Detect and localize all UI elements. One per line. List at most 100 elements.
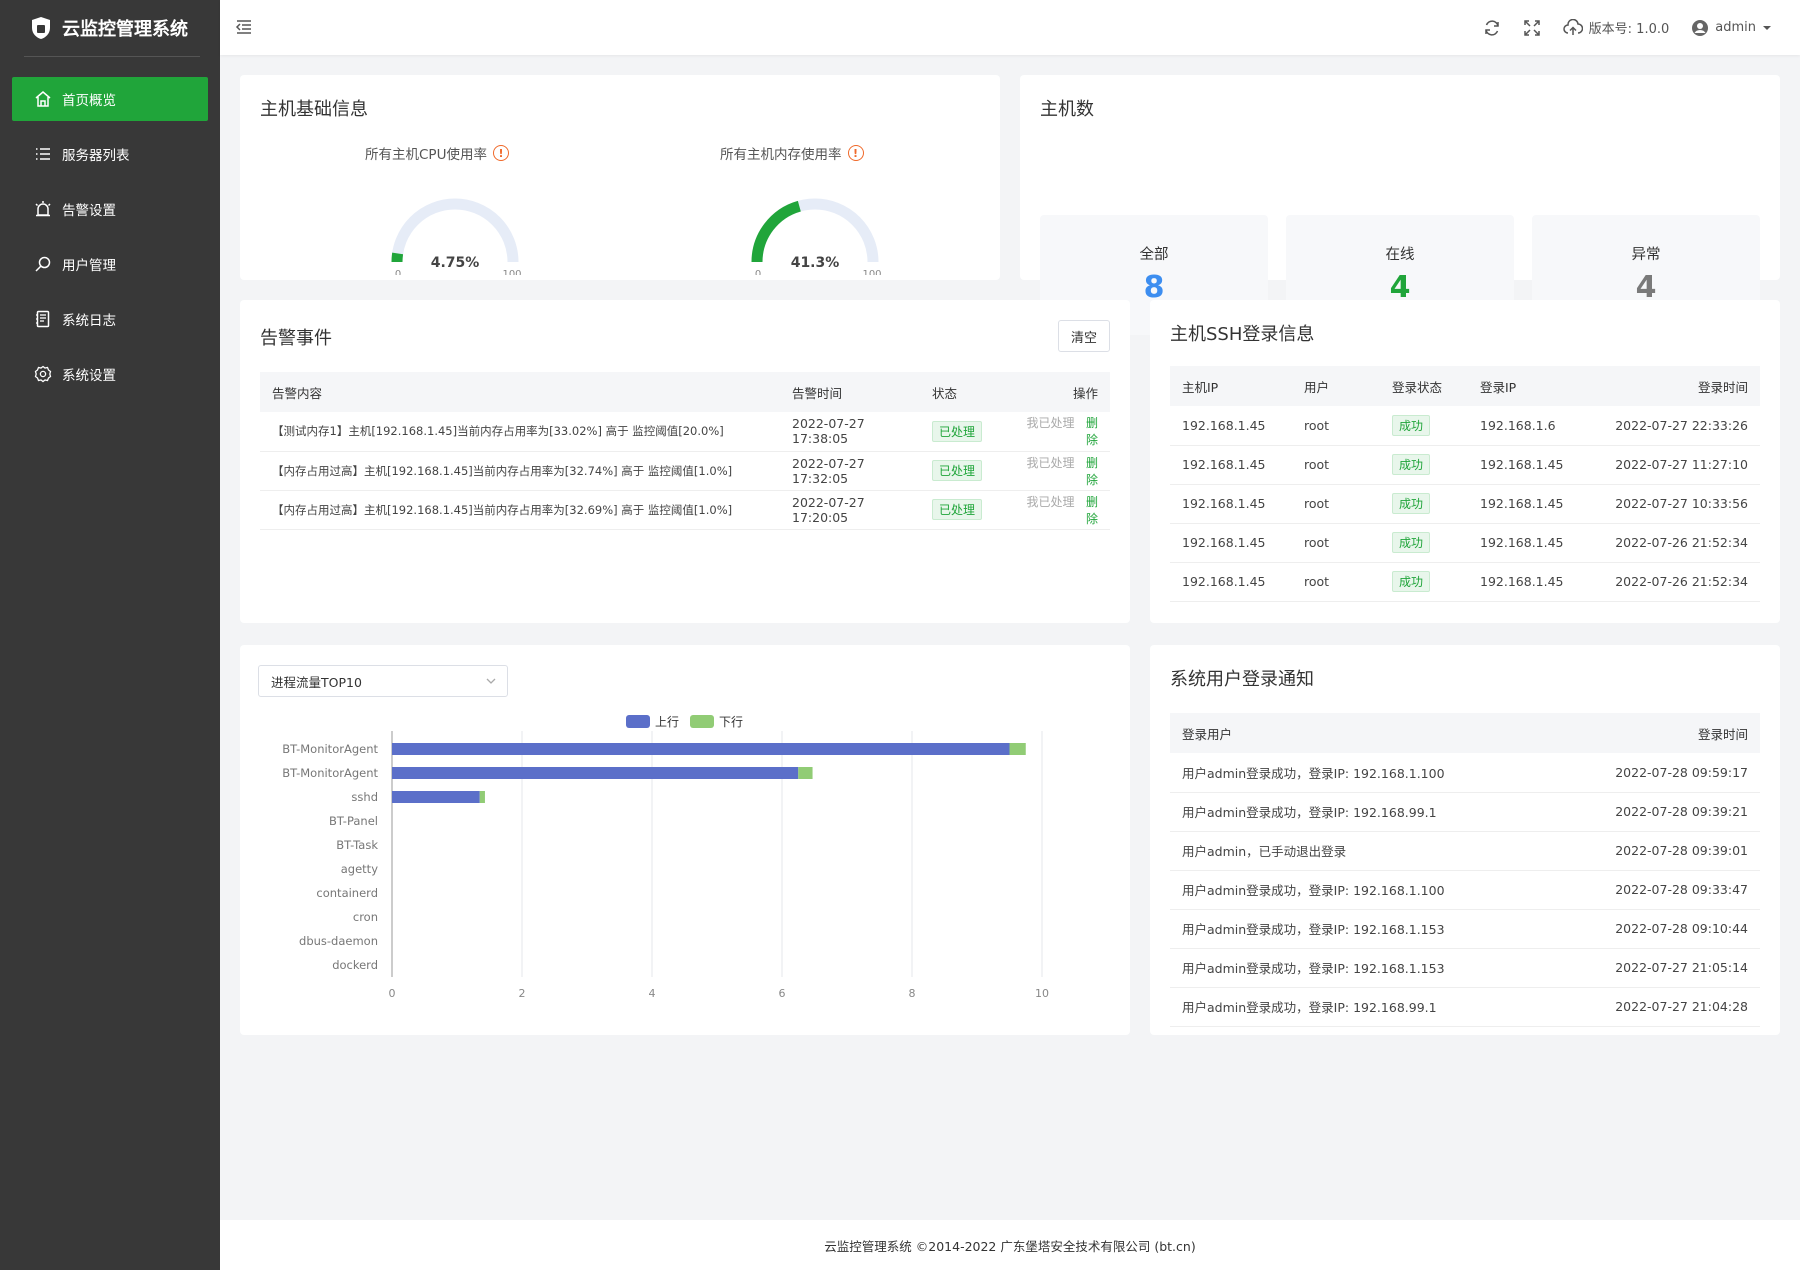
alarm-status-cell: 已处理 xyxy=(920,490,1010,530)
notify-text: 用户admin登录成功，登录IP: 192.168.99.1 xyxy=(1170,987,1552,1027)
legend-swatch xyxy=(626,715,650,728)
version-text: 版本号: 1.0.0 xyxy=(1588,22,1670,37)
ssh-ip: 192.168.1.45 xyxy=(1468,562,1598,602)
notify-time: 2022-07-28 09:39:21 xyxy=(1551,792,1760,832)
stat-label: 在线 xyxy=(1385,247,1415,263)
ssh-user: root xyxy=(1292,406,1380,446)
shield-icon xyxy=(32,17,50,39)
process-select[interactable]: 进程流量TOP10 xyxy=(258,665,508,697)
sidebar-item-users[interactable]: 用户管理 xyxy=(12,242,208,286)
sidebar-item-label: 系统日志 xyxy=(62,313,116,329)
ssh-table: 主机IP 用户 登录状态 登录IP 登录时间 192.168.1.45 root… xyxy=(1170,366,1760,602)
list-icon xyxy=(36,148,50,160)
caret-down-icon xyxy=(1763,25,1771,30)
alarm-actions: 我已处理 删除 xyxy=(1010,490,1110,530)
bar xyxy=(392,767,799,779)
sidebar-item-logs[interactable]: 系统日志 xyxy=(12,297,208,341)
sidebar-item-label: 系统设置 xyxy=(62,368,116,384)
table-row: 192.168.1.45 root 成功 192.168.1.45 2022-0… xyxy=(1170,523,1760,563)
ssh-ip: 192.168.1.45 xyxy=(1468,484,1598,524)
alarm-card: 告警事件 清空 告警内容 告警时间 状态 操作 【测试内存1】主机[192.16… xyxy=(240,300,1130,623)
y-tick-label: BT-Task xyxy=(336,838,378,852)
notify-time: 2022-07-28 09:39:01 xyxy=(1551,831,1760,871)
x-tick-label: 0 xyxy=(389,987,396,1000)
info-icon[interactable]: ! xyxy=(847,145,864,161)
mem-gauge-label: 所有主机内存使用率 ! xyxy=(720,143,864,163)
ssh-host: 192.168.1.45 xyxy=(1170,406,1292,446)
bar xyxy=(392,791,480,803)
notify-time: 2022-07-28 09:33:47 xyxy=(1551,870,1760,910)
card-title: 主机数 xyxy=(1040,99,1094,120)
stat-value: 4 xyxy=(1389,270,1411,305)
delete-button[interactable]: 删除 xyxy=(1085,455,1098,487)
sidebar-item-settings[interactable]: 系统设置 xyxy=(12,352,208,396)
ssh-card: 主机SSH登录信息 主机IP 用户 登录状态 登录IP 登录时间 192.168… xyxy=(1150,300,1780,623)
user-menu[interactable]: admin xyxy=(1691,19,1772,37)
delete-button[interactable]: 删除 xyxy=(1085,416,1098,448)
col-header: 状态 xyxy=(920,372,1010,412)
info-icon[interactable]: ! xyxy=(492,145,509,161)
ssh-status-cell: 成功 xyxy=(1380,484,1468,524)
logo-divider xyxy=(24,56,200,57)
y-tick-label: agetty xyxy=(341,862,378,876)
table-row: 用户admin登录成功，登录IP: 192.168.99.1 2022-07-27… xyxy=(1170,987,1760,1027)
ssh-host: 192.168.1.45 xyxy=(1170,484,1292,524)
search-icon xyxy=(35,256,51,272)
table-row: 192.168.1.45 root 成功 192.168.1.45 2022-0… xyxy=(1170,484,1760,524)
menu-fold-icon[interactable] xyxy=(234,17,254,37)
mem-gauge-min: 0 xyxy=(755,269,761,275)
stat-label: 全部 xyxy=(1139,247,1169,263)
sidebar-item-label: 服务器列表 xyxy=(62,148,130,164)
table-row: 192.168.1.45 root 成功 192.168.1.45 2022-0… xyxy=(1170,562,1760,602)
legend-label: 上行 xyxy=(655,715,679,729)
handled-button[interactable]: 我已处理 xyxy=(1026,416,1075,431)
table-row: 用户admin登录成功，登录IP: 192.168.1.100 2022-07-2… xyxy=(1170,870,1760,910)
cpu-gauge-fill xyxy=(391,252,404,263)
alarm-content: 【内存占用过高】主机[192.168.1.45]当前内存占用率为[32.74%]… xyxy=(260,451,780,491)
fullscreen-icon[interactable] xyxy=(1523,19,1541,37)
y-tick-label: BT-MonitorAgent xyxy=(282,742,378,756)
col-header: 主机IP xyxy=(1170,366,1292,406)
sidebar-item-label: 首页概览 xyxy=(62,93,116,109)
col-header: 登录时间 xyxy=(1551,713,1760,753)
ssh-ip: 192.168.1.6 xyxy=(1468,406,1598,446)
sidebar-item-servers[interactable]: 服务器列表 xyxy=(12,132,208,176)
table-row: 192.168.1.45 root 成功 192.168.1.45 2022-0… xyxy=(1170,445,1760,485)
delete-button[interactable]: 删除 xyxy=(1085,494,1098,526)
ssh-time: 2022-07-27 10:33:56 xyxy=(1598,484,1760,524)
x-tick-label: 6 xyxy=(779,987,786,1000)
status-badge: 成功 xyxy=(1392,454,1431,475)
ssh-user: root xyxy=(1292,523,1380,563)
x-tick-label: 10 xyxy=(1035,987,1049,1000)
topbar-actions: 版本号: 1.0.0 admin xyxy=(1483,0,1772,55)
table-row: 用户admin登录成功，登录IP: 192.168.1.153 2022-07-2… xyxy=(1170,948,1760,988)
cpu-gauge-value: 4.75% xyxy=(431,255,480,271)
sidebar-item-overview[interactable]: 首页概览 xyxy=(12,77,208,121)
x-tick-label: 8 xyxy=(909,987,916,1000)
mem-gauge-value: 41.3% xyxy=(791,255,840,271)
cpu-gauge: 4.75% 0 100 xyxy=(391,198,522,275)
sidebar-menu: 首页概览 服务器列表 告警设置 用户管理 系统日志 系统设置 xyxy=(0,77,220,396)
cpu-gauge-track xyxy=(391,198,519,263)
card-title: 主机SSH登录信息 xyxy=(1170,324,1315,345)
refresh-icon[interactable] xyxy=(1483,19,1501,37)
card-title: 告警事件 xyxy=(260,328,332,349)
select-value: 进程流量TOP10 xyxy=(271,674,362,690)
cloud-upload-icon xyxy=(1562,18,1583,35)
host-info-card: 主机基础信息 所有主机CPU使用率 ! 4.75% 0 100 所有主机内存使用… xyxy=(240,75,1000,280)
col-header: 登录用户 xyxy=(1170,713,1552,753)
notify-table: 登录用户 登录时间 用户admin登录成功，登录IP: 192.168.1.10… xyxy=(1170,713,1760,1027)
notify-time: 2022-07-28 09:10:44 xyxy=(1551,909,1760,949)
handled-button[interactable]: 我已处理 xyxy=(1026,494,1075,509)
legend-label: 下行 xyxy=(719,715,743,729)
col-header: 操作 xyxy=(1010,372,1110,412)
clear-button[interactable]: 清空 xyxy=(1058,320,1110,352)
card-title: 系统用户登录通知 xyxy=(1170,669,1314,690)
handled-button[interactable]: 我已处理 xyxy=(1026,455,1075,470)
user-avatar-icon xyxy=(1692,19,1709,36)
sidebar-item-alarm[interactable]: 告警设置 xyxy=(12,187,208,231)
table-row: 用户admin登录成功，登录IP: 192.168.1.100 2022-07-2… xyxy=(1170,753,1760,793)
ssh-time: 2022-07-27 22:33:26 xyxy=(1598,406,1760,446)
footer-text: 云监控管理系统 ©2014-2022 广东堡塔安全技术有限公司 (bt.cn) xyxy=(824,1238,1196,1254)
stat-value: 4 xyxy=(1635,270,1657,305)
